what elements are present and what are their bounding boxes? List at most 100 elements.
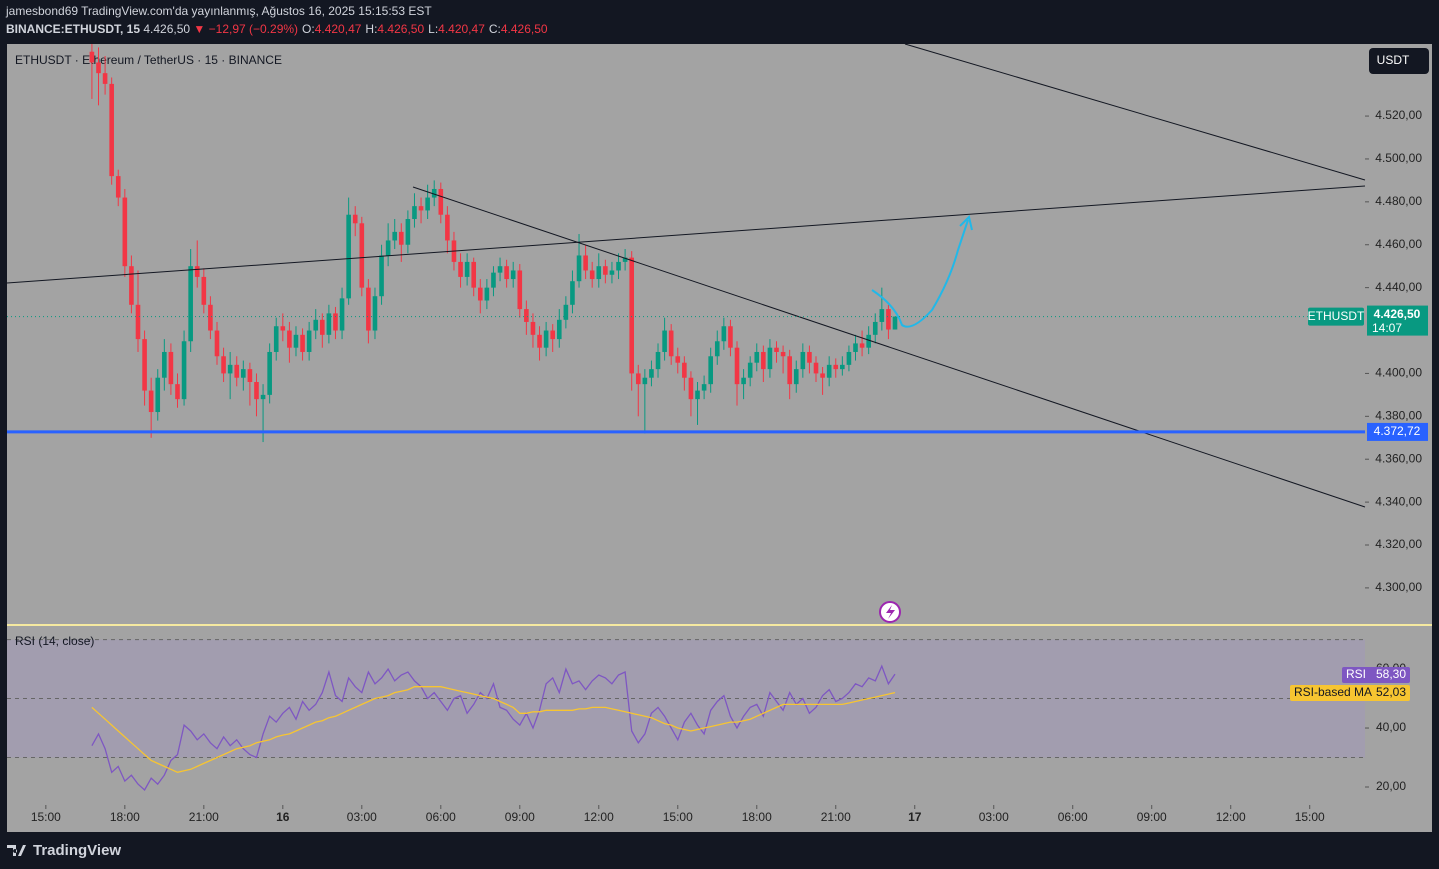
x-tick-label: 09:00 xyxy=(505,810,535,824)
candle-body xyxy=(879,309,885,322)
candle-body xyxy=(405,219,411,245)
candle-body xyxy=(425,197,430,211)
candle-body xyxy=(398,231,404,245)
x-tick-label: 03:00 xyxy=(979,810,1009,824)
x-tick-label: 15:00 xyxy=(1295,810,1325,824)
currency-button[interactable] xyxy=(1369,48,1429,74)
drawings xyxy=(6,43,1366,508)
y-tick-label: 40,00 xyxy=(1376,720,1406,734)
candle-body xyxy=(122,197,128,267)
x-tick-label: 21:00 xyxy=(189,810,219,824)
candle-body xyxy=(556,319,562,340)
candle-body xyxy=(721,326,727,342)
candle-body xyxy=(477,287,483,301)
candle-body xyxy=(820,373,825,378)
candle-body xyxy=(445,214,450,241)
y-tick-label: 20,00 xyxy=(1376,779,1406,793)
candle-body xyxy=(853,343,858,352)
candle-body xyxy=(300,334,305,352)
x-tick-label: 17 xyxy=(908,810,922,824)
candle-body xyxy=(372,296,378,331)
candle-body xyxy=(254,382,259,400)
projection-arrow xyxy=(871,219,969,328)
candle-body xyxy=(221,356,226,374)
value-label: 58,30 xyxy=(1376,667,1406,681)
candle-body xyxy=(688,377,694,400)
candle-body xyxy=(708,356,713,385)
candle-body xyxy=(412,206,417,220)
ohlc-value: 4.420,47 xyxy=(315,22,362,36)
candle-body xyxy=(352,214,358,224)
candle-body xyxy=(135,304,141,340)
candle-body xyxy=(642,377,648,385)
candle-body xyxy=(583,255,588,271)
candle-body xyxy=(287,330,292,348)
y-tick-label: 4.440,00 xyxy=(1375,280,1422,294)
last-price: 4.426,50 xyxy=(1374,307,1421,321)
candle-body xyxy=(800,351,806,370)
x-tick-label: 18:00 xyxy=(110,810,140,824)
candle-body xyxy=(162,351,167,378)
candle-body xyxy=(273,326,279,352)
x-tick-label: 18:00 xyxy=(742,810,772,824)
candle-body xyxy=(497,266,503,273)
legend-name: RSI xyxy=(1346,667,1366,681)
symbol: BINANCE:ETHUSDT, 15 xyxy=(6,22,140,36)
candle-body xyxy=(701,384,707,391)
candle-body xyxy=(840,364,845,370)
x-tick-label: 15:00 xyxy=(663,810,693,824)
ohlc-value: 4.420,47 xyxy=(438,22,485,36)
logo-mark xyxy=(7,845,26,856)
candle-body xyxy=(629,257,634,374)
header-line2: BINANCE:ETHUSDT, 15 4.426,50 ▼ −12,97 (−… xyxy=(6,22,548,36)
candle-body xyxy=(510,270,516,280)
candle-body xyxy=(379,255,384,297)
candle-body xyxy=(491,272,496,288)
change: ▼ −12,97 (−0.29%) xyxy=(193,22,298,36)
candle-body xyxy=(682,362,687,378)
candle-body xyxy=(280,326,286,331)
candle-body xyxy=(589,270,595,280)
trendline xyxy=(904,43,1366,181)
candle-body xyxy=(609,270,615,275)
candle-body xyxy=(208,304,213,331)
countdown: 14:07 xyxy=(1372,321,1402,335)
candle-body xyxy=(214,330,220,357)
candle-body xyxy=(734,347,740,385)
candle-body xyxy=(793,369,799,385)
rsi-pane xyxy=(7,639,1365,792)
footer xyxy=(0,832,1439,869)
x-tick-label: 09:00 xyxy=(1137,810,1167,824)
rsi-line xyxy=(91,686,896,773)
candle-body xyxy=(234,364,240,378)
candle-body xyxy=(622,257,628,262)
candle-body xyxy=(194,266,200,277)
candle-body xyxy=(418,206,424,211)
candle-body xyxy=(96,62,101,74)
candle-body xyxy=(668,330,674,357)
candle-body xyxy=(89,51,95,63)
candle-body xyxy=(306,330,312,352)
candle-body xyxy=(774,347,779,352)
y-tick-label: 4.400,00 xyxy=(1375,366,1422,380)
candle-body xyxy=(833,364,839,370)
candle-body xyxy=(109,83,114,177)
y-tick-label: 4.360,00 xyxy=(1375,451,1422,465)
x-tick-label: 12:00 xyxy=(1216,810,1246,824)
x-tick-label: 15:00 xyxy=(31,810,61,824)
legend-name: RSI-based MA xyxy=(1294,685,1372,699)
candle-body xyxy=(537,334,542,348)
candle-body xyxy=(267,351,272,395)
candle-body xyxy=(662,330,667,352)
candle-body xyxy=(859,343,865,348)
trendline xyxy=(6,185,1366,284)
level-label-box xyxy=(1367,422,1428,441)
ohlc-value: 4.426,50 xyxy=(377,22,424,36)
candle-body xyxy=(570,281,575,305)
candle-body xyxy=(227,364,233,374)
candle-body xyxy=(326,313,332,335)
candle-body xyxy=(872,321,878,335)
candle-body xyxy=(366,287,371,331)
candle-body xyxy=(458,261,463,277)
